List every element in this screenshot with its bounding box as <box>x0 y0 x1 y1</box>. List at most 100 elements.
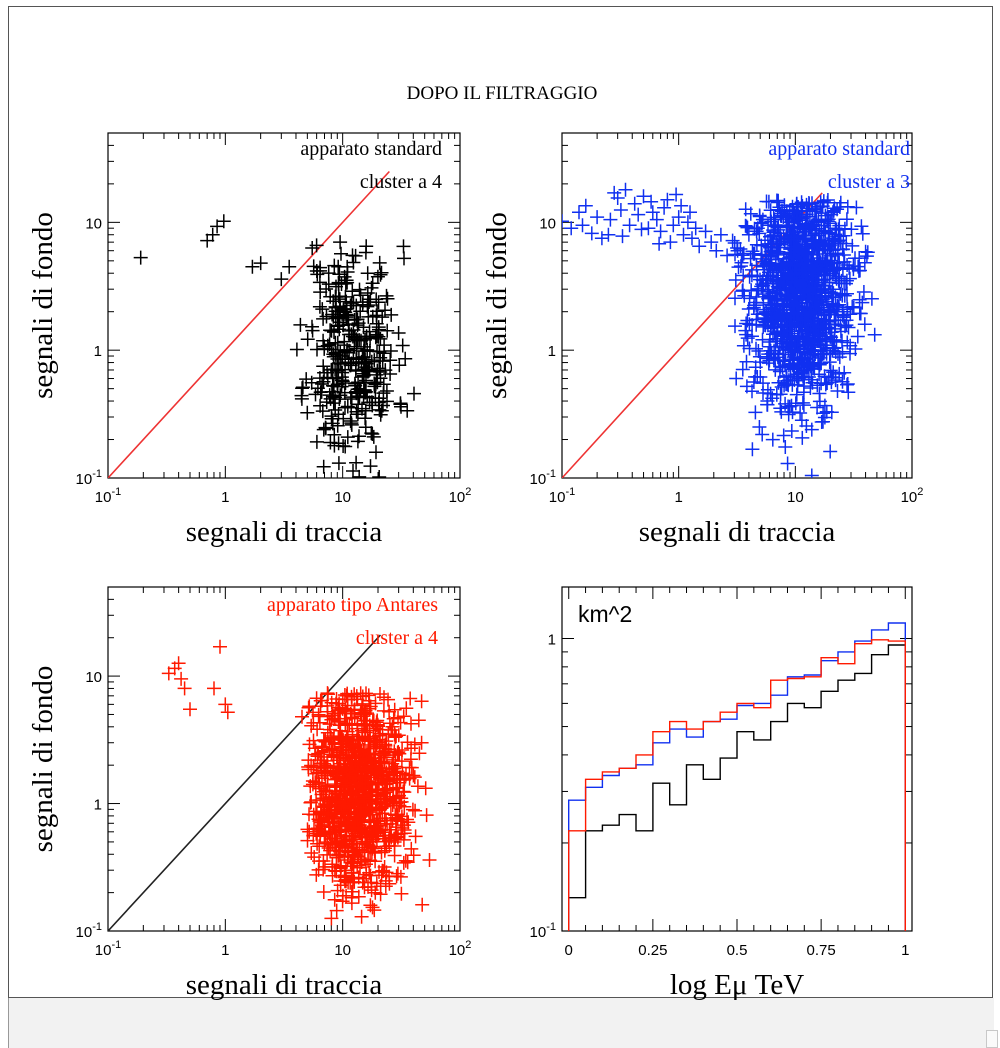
data-point <box>739 354 754 369</box>
data-point <box>328 706 343 721</box>
data-point <box>329 772 344 787</box>
data-point <box>367 379 382 394</box>
data-point <box>830 384 845 398</box>
data-point <box>333 345 348 360</box>
data-point <box>395 338 410 353</box>
x-axis-label: segnali di traccia <box>186 516 383 548</box>
data-point <box>627 196 642 211</box>
data-point <box>332 309 347 324</box>
data-point <box>332 292 347 307</box>
data-point <box>752 420 767 434</box>
data-point <box>422 853 437 867</box>
x-tick-label: 1 <box>221 942 229 959</box>
data-point <box>327 892 342 907</box>
data-point <box>358 725 373 740</box>
data-point <box>326 347 341 362</box>
data-point <box>836 310 851 325</box>
data-point <box>325 765 340 780</box>
data-point <box>373 887 388 902</box>
data-point <box>840 258 855 272</box>
data-point <box>389 796 404 811</box>
data-point <box>319 282 334 296</box>
data-point <box>205 227 220 242</box>
y-tick-label: 1 <box>94 343 102 360</box>
data-point <box>740 220 755 235</box>
data-point <box>391 710 405 725</box>
data-point <box>737 288 752 303</box>
data-point <box>398 853 413 868</box>
data-point <box>752 209 767 224</box>
data-point <box>411 713 426 728</box>
data-point <box>830 246 845 261</box>
data-point <box>747 298 762 313</box>
annotation-text: apparato tipo Antares <box>267 594 438 616</box>
data-point <box>336 439 351 453</box>
data-point <box>346 737 361 752</box>
data-point <box>312 299 327 314</box>
x-tick-label: 10-1 <box>95 939 121 959</box>
data-point <box>850 329 865 344</box>
data-point <box>353 288 368 303</box>
plot-area <box>562 182 882 478</box>
data-point <box>343 390 358 405</box>
data-point <box>364 395 379 410</box>
data-point <box>362 807 377 822</box>
data-point <box>820 193 835 207</box>
data-point <box>320 836 335 851</box>
x-axis-label: log Eμ TeV <box>670 969 804 1000</box>
data-point <box>365 900 380 915</box>
data-point <box>776 230 791 244</box>
data-point <box>309 434 324 449</box>
data-point <box>755 427 770 442</box>
data-point <box>728 319 742 334</box>
plot-frame <box>561 132 913 479</box>
data-point <box>805 196 819 211</box>
data-point <box>371 789 386 804</box>
data-point <box>379 288 394 303</box>
data-point <box>759 194 774 209</box>
data-point <box>358 403 373 418</box>
data-point <box>295 709 309 724</box>
data-point <box>336 807 351 822</box>
data-point <box>353 304 368 319</box>
plot-frame <box>561 586 913 932</box>
data-point <box>322 717 337 732</box>
tick-marks <box>561 132 913 479</box>
data-point <box>663 235 678 250</box>
data-point <box>334 277 349 291</box>
data-point <box>800 289 815 304</box>
data-point <box>373 267 388 282</box>
data-point <box>370 363 385 378</box>
data-point <box>300 405 315 420</box>
data-point <box>334 803 349 818</box>
data-point <box>320 778 335 793</box>
data-point <box>330 364 344 378</box>
data-point <box>757 262 772 277</box>
annotation-text: apparato standard <box>768 138 910 160</box>
data-point <box>362 733 377 748</box>
data-point <box>373 763 388 777</box>
data-point <box>348 248 363 263</box>
data-point <box>810 400 825 415</box>
x-axis-label: segnali di traccia <box>186 969 383 1000</box>
data-point <box>322 826 337 841</box>
data-point <box>373 687 387 701</box>
data-point <box>362 693 377 708</box>
data-point <box>340 778 355 793</box>
data-point <box>610 191 625 205</box>
data-point <box>788 342 803 357</box>
data-point <box>338 776 353 791</box>
corner-handle[interactable] <box>986 1030 998 1048</box>
data-point <box>851 263 866 278</box>
data-point <box>340 430 355 445</box>
data-point <box>310 749 325 764</box>
data-point <box>352 469 367 478</box>
data-point <box>572 205 586 220</box>
data-point <box>305 323 320 338</box>
data-point <box>364 875 379 890</box>
data-point <box>328 805 343 820</box>
data-point <box>834 273 849 288</box>
data-point <box>613 203 628 217</box>
units-annotation: km^2 <box>578 601 632 627</box>
data-point <box>814 226 829 241</box>
